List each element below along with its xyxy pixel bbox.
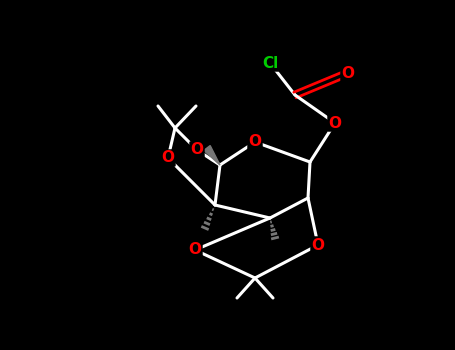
Text: O: O [248, 134, 262, 149]
Text: O: O [162, 150, 175, 166]
Text: O: O [312, 238, 324, 252]
Text: O: O [329, 116, 342, 131]
Text: O: O [188, 243, 202, 258]
Text: Cl: Cl [262, 56, 278, 70]
Text: O: O [342, 65, 354, 80]
Polygon shape [204, 146, 220, 165]
Text: O: O [191, 142, 203, 158]
